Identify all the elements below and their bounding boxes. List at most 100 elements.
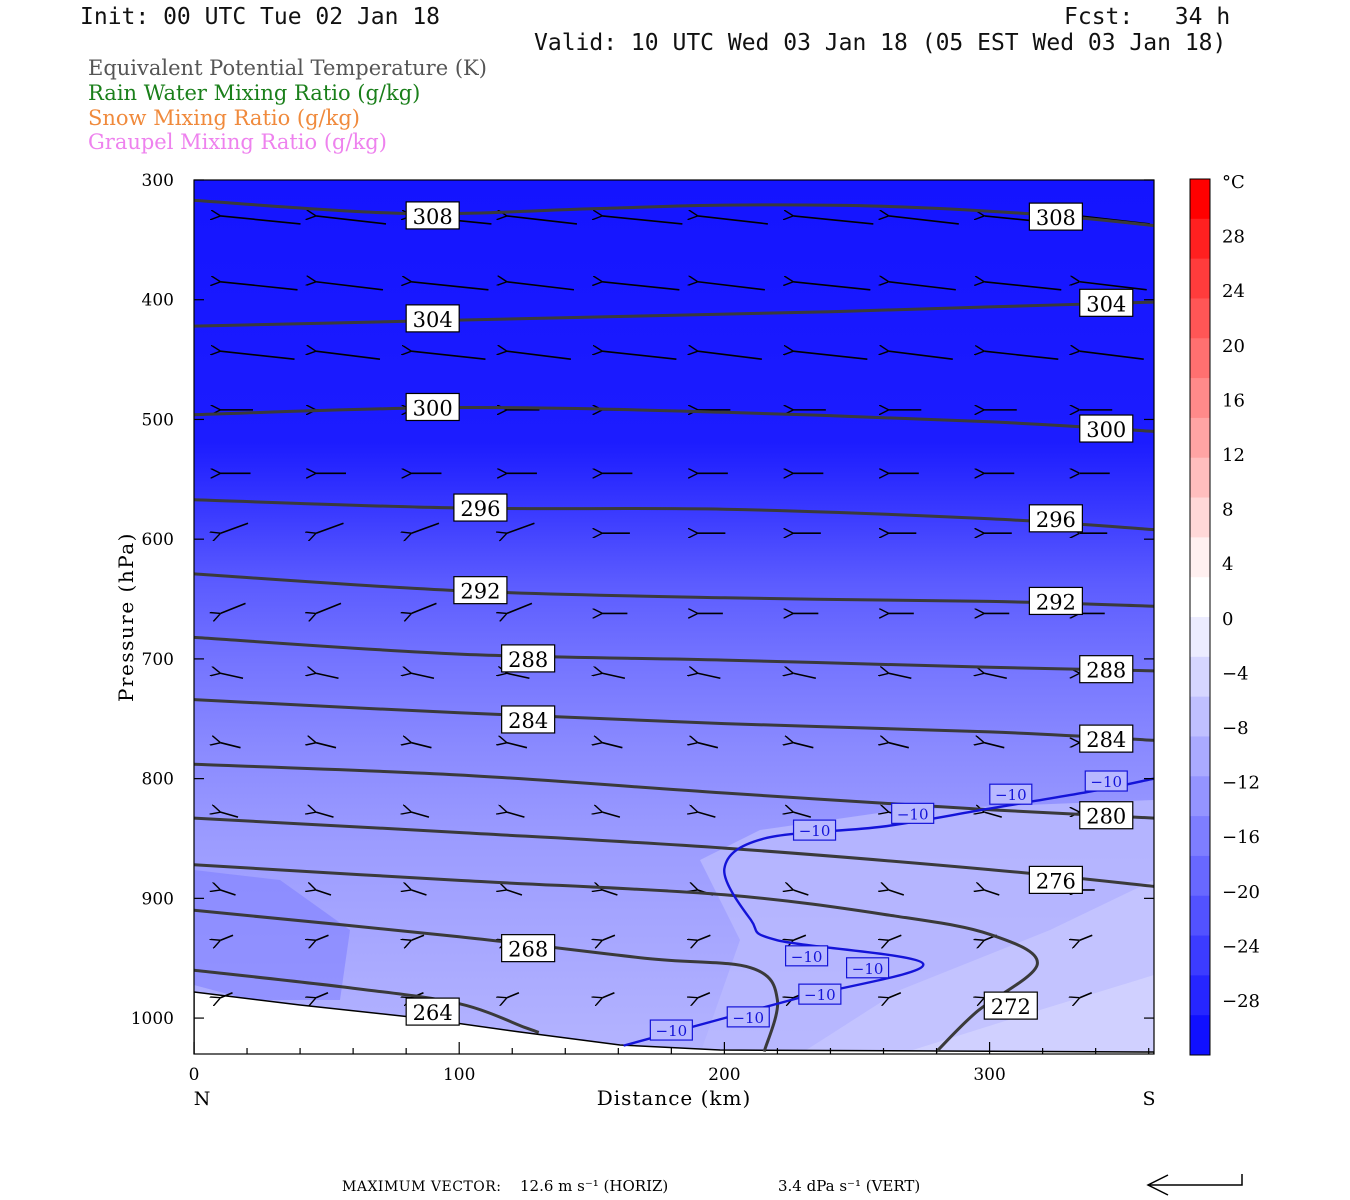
wind-vector [602,351,677,361]
cold-pocket-region [194,870,350,1000]
temperature-label: −10 [656,1022,688,1040]
wind-vector [984,282,1062,291]
colorbar-swatch [1190,378,1210,419]
x-axis-label: Distance (km) [597,1086,752,1110]
theta-e-label: 300 [413,396,453,420]
wind-vector [984,812,1002,818]
init-time: Init: 00 UTC Tue 02 Jan 18 [80,4,441,30]
colorbar-tick-label: −24 [1222,936,1260,957]
colorbar-tick-label: 8 [1222,500,1233,521]
colorbar-swatch [1190,656,1210,698]
plot-area: 308 308 304 304 300 300 296 296 292 292 288 288 284 2… [194,180,1154,1054]
wind-vector [698,282,765,291]
wind-vector [507,282,575,291]
theta-e-contour-280 [194,762,1154,820]
theta-e-contour-300 [194,405,1154,433]
valid-time: Valid: 10 UTC Wed 03 Jan 18 (05 EST Wed … [534,30,1227,56]
theta-e-label-box [453,576,508,605]
wind-vector [1080,991,1093,998]
y-axis-label: Pressure (hPa) [114,532,138,702]
wind-vector [316,743,337,749]
wind-vector [793,743,814,749]
x-axis-north: N [194,1088,211,1110]
temperature-label-box [891,802,935,824]
wind-vector [507,890,523,896]
theta-e-label: 288 [1086,659,1126,683]
wind-vector [793,673,817,680]
theta-e-label-box [453,493,508,522]
wind-vector [889,743,910,749]
wind-vector [984,743,1005,749]
wind-vector [698,216,768,225]
theta-e-label: 304 [413,308,453,332]
theta-e-label: 292 [460,580,500,604]
colorbar-swatch [1190,537,1210,578]
theta-e-label: 264 [413,1001,453,1025]
colorbar-swatch [1190,417,1210,459]
wind-vector [889,934,902,940]
wind-vector [316,282,384,291]
wind-vector [793,812,812,818]
theta-e-contour-272 [194,863,1039,1053]
colorbar-tick-label: −28 [1222,991,1260,1012]
wind-vector [698,991,711,998]
forecast-hour: Fcst: 34 h [1064,4,1231,30]
theta-e-contour-276 [194,816,1154,888]
wind-vector [889,216,959,225]
theta-e-label-box [1028,865,1083,894]
wind-vector [316,216,387,225]
theta-e-label-box [983,991,1038,1020]
x-tick-label: 200 [708,1065,740,1085]
max-vector-arrow [1146,1174,1243,1196]
theta-e-label-box [405,201,460,230]
wind-vector [507,743,528,749]
wind-vector [507,812,525,818]
temperature-label-box [845,957,890,979]
y-tick-label: 300 [142,171,174,191]
colorbar-swatch [1190,497,1210,538]
wind-vector [602,991,615,998]
theta-e-label: 296 [460,497,500,521]
colorbar-swatch [1190,577,1210,618]
x-tick-label: 0 [189,1065,200,1085]
wind-vector [221,743,241,749]
wind-vector [602,934,616,940]
wind-vector [889,890,905,896]
legend-graupel: Graupel Mixing Ratio (g/kg) [88,130,387,154]
temperature-label-box [1084,770,1128,792]
theta-e-label: 308 [413,205,453,229]
theta-e-label: 284 [1086,728,1126,752]
theta-e-label-box [1079,801,1134,830]
x-axis: 0 100 200 300 [189,1042,1150,1085]
wind-vector [984,351,1059,361]
theta-e-label: 272 [991,995,1031,1019]
wind-vector [602,673,626,680]
wind-vector [411,890,427,896]
temperature-label-box [649,1019,693,1041]
theta-e-label-box [1028,586,1083,616]
wind-vector [316,351,381,361]
y-tick-label: 400 [142,291,174,311]
wind-vector [411,934,425,940]
wind-vector [411,522,440,533]
theta-e-label: 308 [1036,206,1076,230]
wind-vector [889,991,902,998]
wind-vector [221,282,298,291]
wind-vector [698,673,721,680]
wind-vector [316,522,344,533]
theta-e-labels: 308 308 304 304 300 300 296 296 292 292 288 288 284 2… [405,201,1134,1026]
wind-vector [316,602,342,613]
wind-vector [698,934,711,940]
legend-rain-water: Rain Water Mixing Ratio (g/kg) [88,81,421,105]
colorbar-swatch [1190,179,1210,220]
wind-vector [984,890,1000,896]
theta-e-label-box [1079,724,1134,753]
theta-e-contour-296 [194,498,1154,532]
wind-vector [507,602,533,613]
theta-e-label-box [501,934,556,963]
wind-vector [507,351,572,361]
wind-vector [602,216,683,225]
colorbar-swatch [1190,696,1210,737]
colorbar-swatch [1190,338,1210,379]
wind-vector [793,890,809,896]
